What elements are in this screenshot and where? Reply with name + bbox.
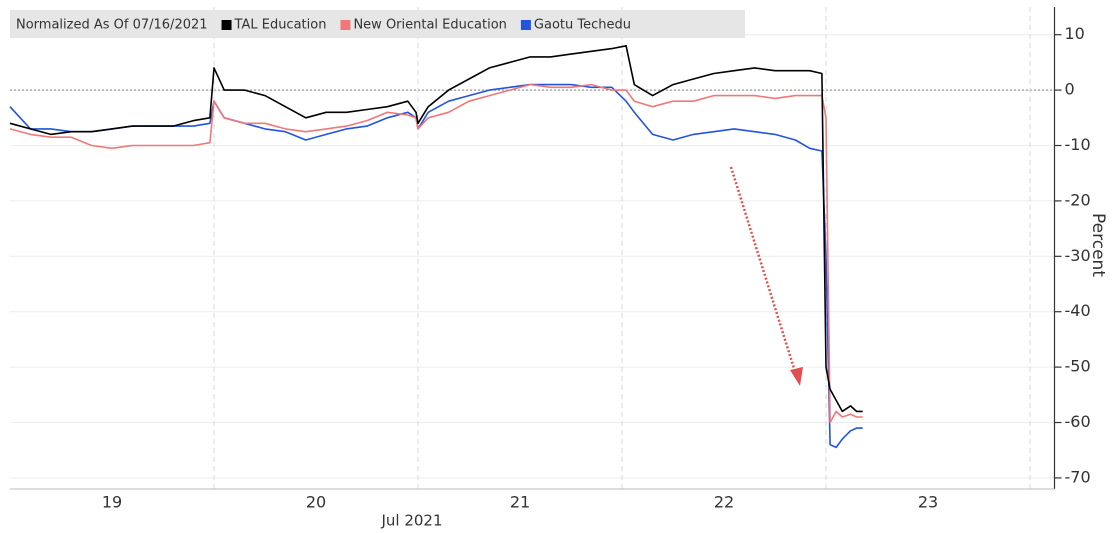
x-tick-label: 22 [714, 493, 734, 512]
y-axis-label: Percent [1088, 213, 1108, 277]
y-tick-label: -50 [1065, 357, 1091, 376]
x-axis-label: Jul 2021 [380, 512, 442, 530]
legend-swatch [340, 20, 351, 30]
y-tick-label: -30 [1065, 246, 1091, 265]
legend-label: TAL Education [234, 18, 327, 33]
series-line [9, 83, 863, 424]
x-tick-label: 21 [510, 493, 530, 512]
series-line [9, 45, 863, 413]
y-tick-label: -70 [1065, 467, 1091, 486]
x-tick-label: 23 [918, 493, 938, 512]
x-tick-label: 20 [306, 493, 326, 512]
x-tick-label: 19 [102, 493, 122, 512]
series-line [9, 83, 863, 449]
y-tick-label: -10 [1065, 135, 1091, 154]
arrow-shaft [729, 166, 799, 379]
y-tick-label: 0 [1065, 80, 1075, 99]
legend-swatch [520, 20, 531, 30]
arrow-head [790, 367, 803, 386]
legend-title: Normalized As Of 07/16/2021 [16, 18, 208, 33]
legend-background [10, 10, 745, 38]
legend-swatch [221, 20, 232, 30]
lines-layer [9, 45, 863, 449]
grid-layer [10, 7, 1055, 489]
legend-label: New Oriental Education [353, 18, 506, 33]
annotation-arrow [729, 166, 803, 386]
y-tick-label: 10 [1065, 24, 1085, 43]
y-tick-label: -60 [1065, 412, 1091, 431]
y-tick-label: -20 [1065, 190, 1091, 209]
legend-label: Gaotu Techedu [534, 18, 631, 33]
legend: Normalized As Of 07/16/2021 TAL Educatio… [10, 10, 745, 38]
y-tick-label: -40 [1065, 301, 1091, 320]
